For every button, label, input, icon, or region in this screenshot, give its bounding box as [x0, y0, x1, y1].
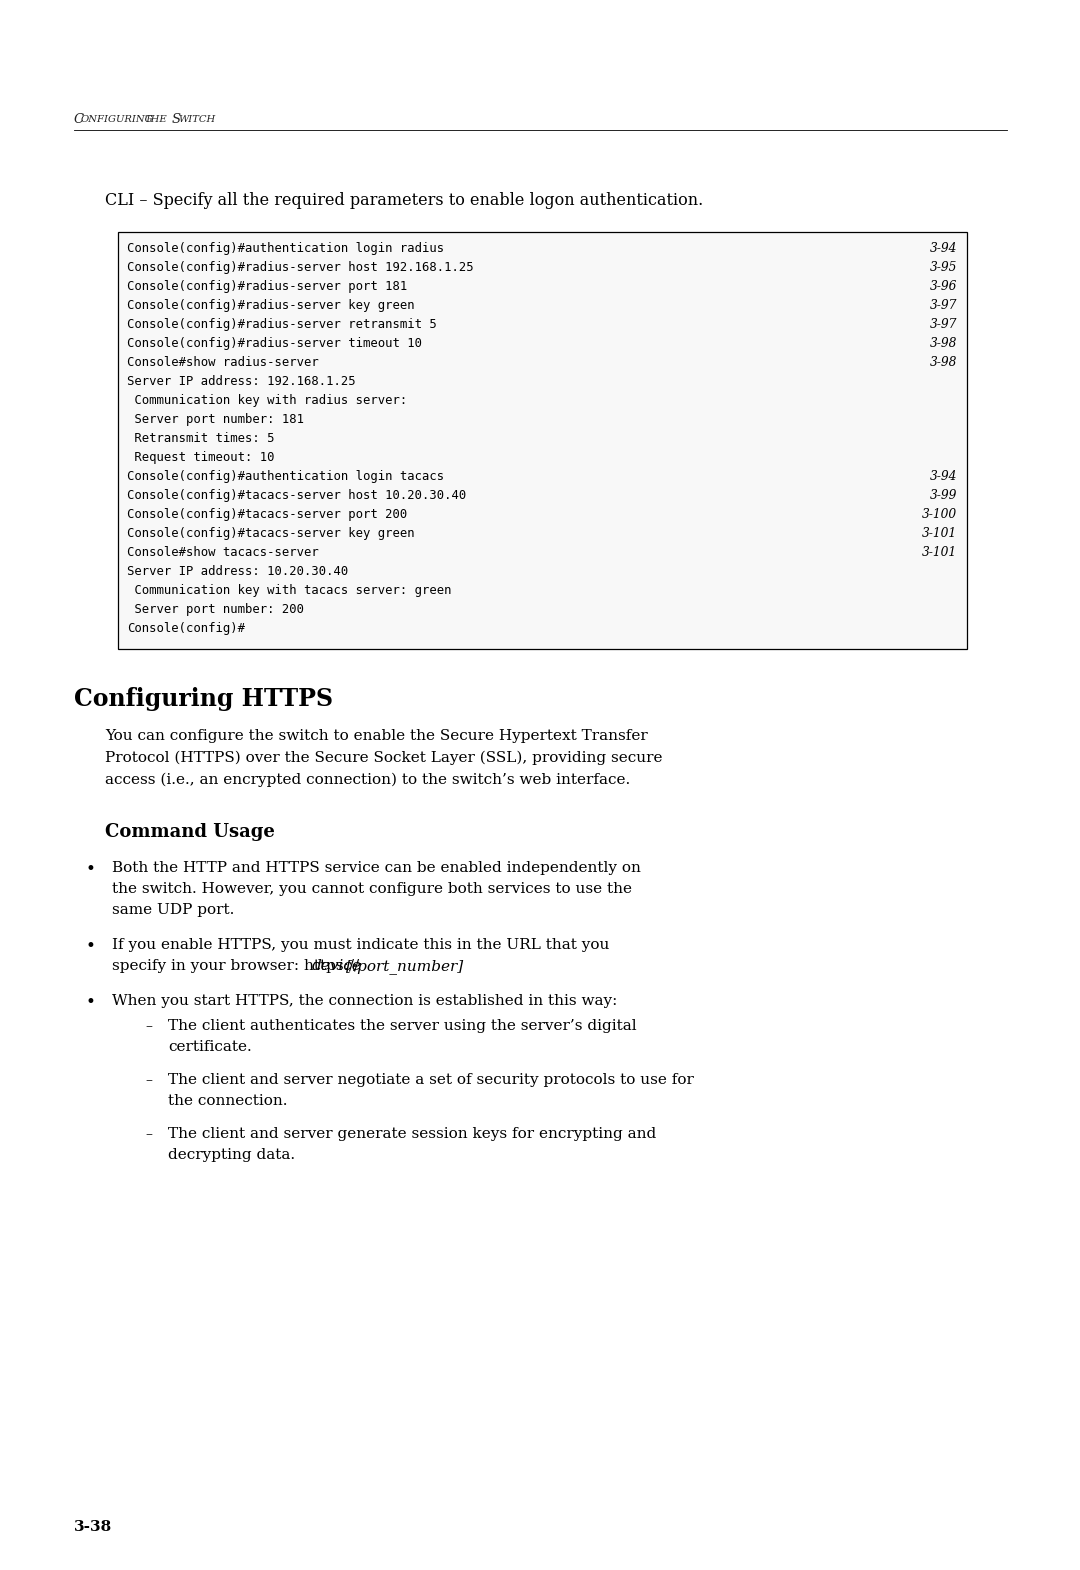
Text: same UDP port.: same UDP port.: [112, 903, 234, 917]
Text: –: –: [145, 1072, 152, 1086]
Bar: [118, 232, 967, 648]
Text: Server IP address: 10.20.30.40: Server IP address: 10.20.30.40: [127, 565, 348, 578]
Text: Protocol (HTTPS) over the Secure Socket Layer (SSL), providing secure: Protocol (HTTPS) over the Secure Socket …: [105, 750, 662, 766]
Text: Console#show tacacs-server: Console#show tacacs-server: [127, 546, 319, 559]
Text: 3-98: 3-98: [930, 338, 957, 350]
Text: Communication key with radius server:: Communication key with radius server:: [127, 394, 407, 407]
Text: Console(config)#radius-server timeout 10: Console(config)#radius-server timeout 10: [127, 338, 422, 350]
Text: Communication key with tacacs server: green: Communication key with tacacs server: gr…: [127, 584, 451, 597]
Text: 3-95: 3-95: [930, 261, 957, 275]
Text: Console(config)#radius-server retransmit 5: Console(config)#radius-server retransmit…: [127, 319, 436, 331]
Text: Console(config)#tacacs-server port 200: Console(config)#tacacs-server port 200: [127, 509, 407, 521]
Text: The client and server negotiate a set of security protocols to use for: The client and server negotiate a set of…: [168, 1072, 693, 1086]
Text: Console#show radius-server: Console#show radius-server: [127, 356, 319, 369]
Text: 3-97: 3-97: [930, 298, 957, 312]
Text: Configuring HTTPS: Configuring HTTPS: [73, 688, 333, 711]
Text: 3-94: 3-94: [930, 242, 957, 254]
Text: S: S: [172, 113, 180, 126]
Text: Console(config)#tacacs-server host 10.20.30.40: Console(config)#tacacs-server host 10.20…: [127, 488, 467, 502]
Text: Request timeout: 10: Request timeout: 10: [127, 451, 274, 465]
Text: When you start HTTPS, the connection is established in this way:: When you start HTTPS, the connection is …: [112, 994, 618, 1008]
Text: You can configure the switch to enable the Secure Hypertext Transfer: You can configure the switch to enable t…: [105, 728, 648, 743]
Text: 3-96: 3-96: [930, 279, 957, 294]
Text: device: device: [312, 959, 362, 973]
Text: The client authenticates the server using the server’s digital: The client authenticates the server usin…: [168, 1019, 636, 1033]
Text: Server port number: 181: Server port number: 181: [127, 413, 303, 425]
Text: –: –: [145, 1019, 152, 1033]
Text: Console(config)#radius-server host 192.168.1.25: Console(config)#radius-server host 192.1…: [127, 261, 474, 275]
Text: 3-99: 3-99: [930, 488, 957, 502]
Text: access (i.e., an encrypted connection) to the switch’s web interface.: access (i.e., an encrypted connection) t…: [105, 772, 631, 788]
Text: the connection.: the connection.: [168, 1094, 287, 1108]
Text: decrypting data.: decrypting data.: [168, 1148, 295, 1162]
Text: Server IP address: 192.168.1.25: Server IP address: 192.168.1.25: [127, 375, 355, 388]
Text: 3-101: 3-101: [922, 546, 957, 559]
Text: If you enable HTTPS, you must indicate this in the URL that you: If you enable HTTPS, you must indicate t…: [112, 937, 609, 951]
Text: Console(config)#authentication login tacacs: Console(config)#authentication login tac…: [127, 469, 444, 484]
Text: certificate.: certificate.: [168, 1039, 252, 1053]
Text: •: •: [85, 994, 95, 1011]
Text: ONFIGURING: ONFIGURING: [81, 115, 153, 124]
Text: C: C: [73, 113, 83, 126]
Text: THE: THE: [145, 115, 167, 124]
Text: 3-38: 3-38: [73, 1520, 111, 1534]
Text: Console(config)#: Console(config)#: [127, 622, 245, 634]
Text: 3-94: 3-94: [930, 469, 957, 484]
Text: 3-97: 3-97: [930, 319, 957, 331]
Text: Console(config)#authentication login radius: Console(config)#authentication login rad…: [127, 242, 444, 254]
Text: •: •: [85, 937, 95, 955]
Text: –: –: [145, 1127, 152, 1141]
Text: 3-101: 3-101: [922, 528, 957, 540]
Text: Command Usage: Command Usage: [105, 823, 275, 842]
Text: Server port number: 200: Server port number: 200: [127, 603, 303, 615]
Text: •: •: [85, 860, 95, 878]
Text: Console(config)#tacacs-server key green: Console(config)#tacacs-server key green: [127, 528, 415, 540]
Text: specify in your browser: https://: specify in your browser: https://: [112, 959, 360, 973]
Text: CLI – Specify all the required parameters to enable logon authentication.: CLI – Specify all the required parameter…: [105, 192, 703, 209]
Text: Retransmit times: 5: Retransmit times: 5: [127, 432, 274, 444]
Text: Console(config)#radius-server key green: Console(config)#radius-server key green: [127, 298, 415, 312]
Text: 3-98: 3-98: [930, 356, 957, 369]
Text: Both the HTTP and HTTPS service can be enabled independently on: Both the HTTP and HTTPS service can be e…: [112, 860, 640, 874]
Text: WITCH: WITCH: [178, 115, 216, 124]
Text: the switch. However, you cannot configure both services to use the: the switch. However, you cannot configur…: [112, 882, 632, 896]
Text: 3-100: 3-100: [922, 509, 957, 521]
Text: Console(config)#radius-server port 181: Console(config)#radius-server port 181: [127, 279, 407, 294]
Text: [:port_number]: [:port_number]: [347, 959, 463, 973]
Text: The client and server generate session keys for encrypting and: The client and server generate session k…: [168, 1127, 657, 1141]
